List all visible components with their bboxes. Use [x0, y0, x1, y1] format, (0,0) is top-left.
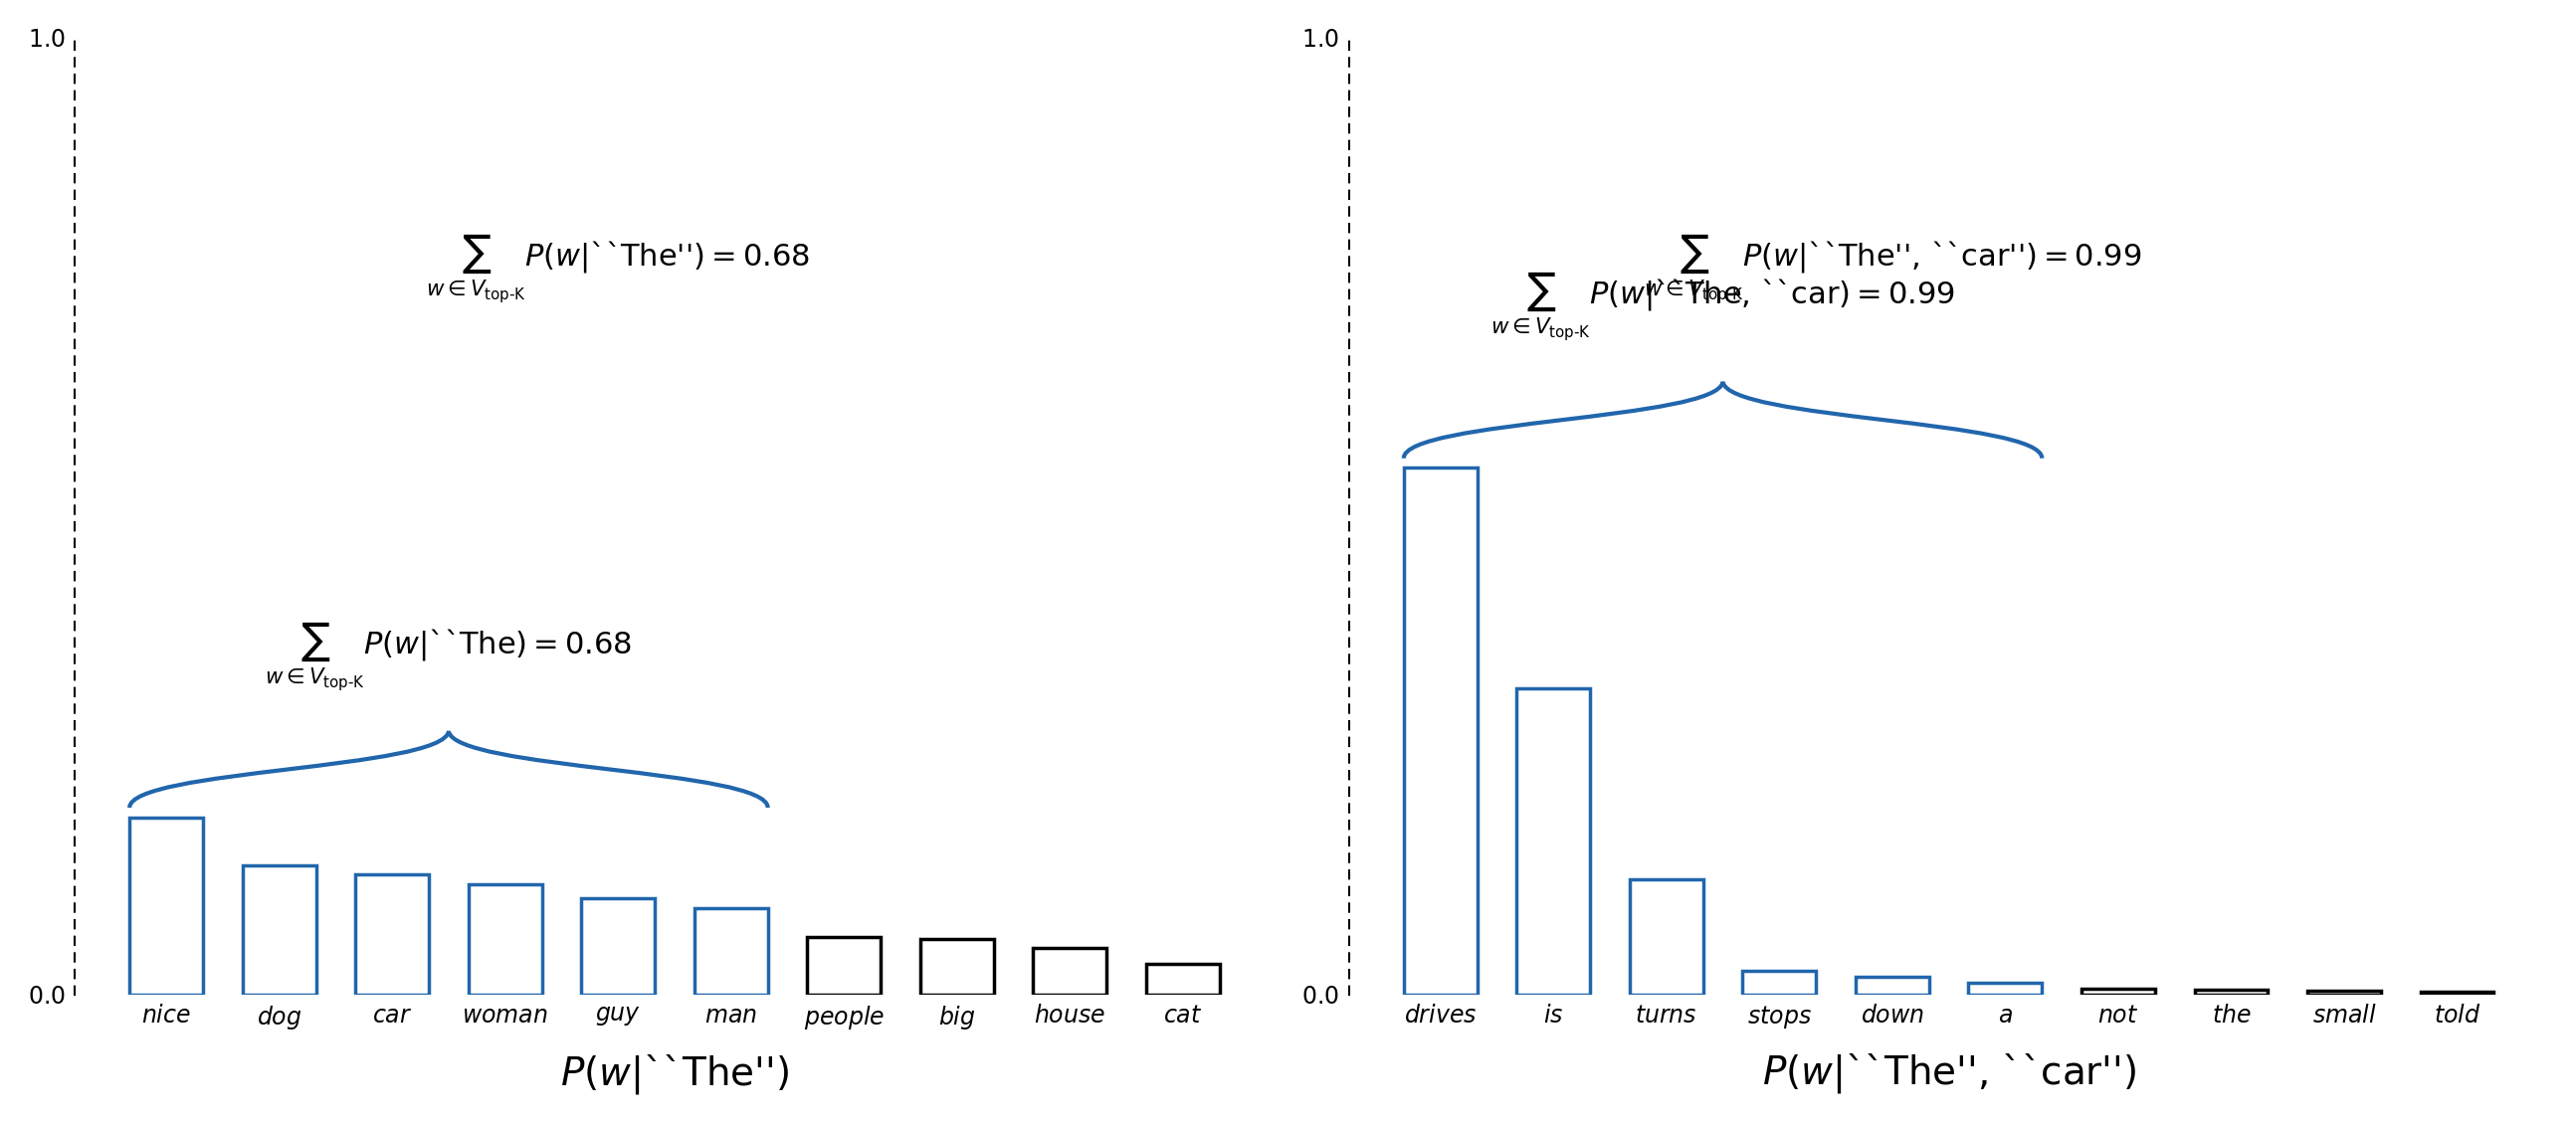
- Bar: [2081, 989, 2156, 995]
- Bar: [1033, 949, 1108, 995]
- Bar: [920, 939, 994, 995]
- Text: $\sum_{w\in V_{\mathrm{top\text{-}K}}} P(w|\text{``The, ``car}) = 0.99$: $\sum_{w\in V_{\mathrm{top\text{-}K}}} P…: [1492, 271, 1955, 344]
- Bar: [696, 908, 768, 995]
- Bar: [242, 865, 317, 995]
- Bar: [469, 885, 541, 995]
- Bar: [355, 874, 430, 995]
- Bar: [129, 817, 204, 995]
- Text: $\sum_{w \in V_{\mathrm{top\text{-}K}}} P(w|\text{``The'', ``car''}) = 0.99$: $\sum_{w \in V_{\mathrm{top\text{-}K}}} …: [1643, 232, 2141, 305]
- X-axis label: $P(w|\text{``The''})$: $P(w|\text{``The''})$: [559, 1052, 788, 1096]
- Text: $\sum_{w \in V_{\mathrm{top\text{-}K}}} P(w|\text{``The''}) = 0.68$: $\sum_{w \in V_{\mathrm{top\text{-}K}}} …: [425, 232, 809, 305]
- Bar: [1631, 879, 1703, 995]
- Bar: [2195, 989, 2267, 995]
- Bar: [806, 937, 881, 995]
- Bar: [1855, 977, 1929, 995]
- Bar: [1404, 468, 1476, 995]
- Bar: [2308, 990, 2380, 995]
- Bar: [2421, 991, 2494, 995]
- Bar: [1968, 982, 2043, 995]
- Text: $\sum_{w\in V_{\mathrm{top\text{-}K}}} P(w|\text{``The}) = 0.68$: $\sum_{w\in V_{\mathrm{top\text{-}K}}} P…: [265, 619, 631, 692]
- Bar: [1146, 963, 1218, 995]
- Bar: [1741, 970, 1816, 995]
- X-axis label: $P(w|\text{``The'', ``car''})$: $P(w|\text{``The'', ``car''})$: [1762, 1052, 2136, 1096]
- Bar: [1517, 688, 1589, 995]
- Bar: [582, 898, 654, 995]
